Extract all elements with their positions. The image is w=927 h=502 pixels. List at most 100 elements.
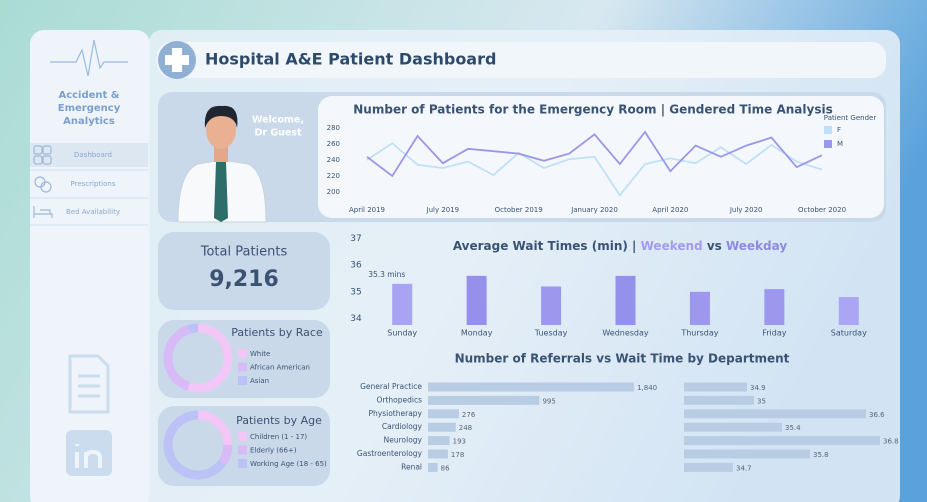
bar: [428, 409, 459, 419]
line-series: [366, 142, 823, 197]
category-label: Renal: [401, 462, 422, 471]
bar: [428, 395, 540, 405]
bar: [428, 382, 635, 392]
face: [206, 111, 236, 149]
value-label: 193: [453, 438, 466, 446]
chart-title: Number of Referrals vs Wait Time by Depa…: [455, 352, 790, 366]
logo-cross: [165, 48, 189, 72]
value-label: 36.6: [869, 411, 885, 419]
x-tick-label: Wednesday: [602, 329, 649, 338]
bar: [428, 422, 456, 432]
tie: [214, 162, 228, 222]
ecg-icon: [50, 39, 128, 77]
icon: [33, 145, 43, 155]
value-label: 995: [542, 397, 555, 405]
neck: [214, 146, 228, 162]
y-tick-label: 34: [350, 314, 362, 324]
menu-item[interactable]: Bed Availability: [66, 208, 120, 216]
icon: [33, 155, 43, 165]
x-tick-label: April 2020: [652, 206, 688, 214]
bar: [615, 275, 636, 325]
donut-segment: [218, 444, 233, 466]
bar: [764, 289, 785, 325]
value-label: 34.9: [750, 384, 766, 392]
legend-swatch: [238, 362, 247, 372]
hair: [204, 105, 238, 128]
icon: [40, 181, 52, 193]
legend-label: M: [837, 140, 843, 148]
y-tick-label: 35: [350, 287, 361, 297]
bar: [689, 291, 710, 325]
donut-segment: [187, 323, 199, 334]
y-tick-label: 260: [327, 140, 340, 148]
x-tick-label: July 2019: [426, 206, 460, 214]
value-label: 178: [451, 451, 464, 459]
value-label: 35.4: [785, 424, 801, 432]
welcome-text: Dr Guest: [254, 128, 302, 139]
x-tick-label: Friday: [762, 329, 787, 338]
legend-label: Elderly (66+): [250, 447, 297, 455]
bar: [684, 462, 733, 472]
value-label: 86: [441, 464, 450, 472]
title-part: Weekend: [641, 239, 703, 253]
bar: [466, 275, 487, 325]
bar: [428, 436, 450, 446]
x-tick-label: July 2020: [729, 206, 763, 214]
race-card: [158, 320, 330, 398]
legend-swatch: [238, 432, 247, 441]
y-tick-label: 240: [327, 156, 340, 164]
value-label: 276: [462, 411, 476, 419]
document-icon: [68, 354, 110, 414]
total-value: 9,216: [209, 267, 279, 292]
y-tick-label: 37: [350, 234, 361, 244]
bar: [684, 395, 754, 405]
legend-label: Children (1 - 17): [250, 433, 307, 441]
menu-item[interactable]: Dashboard: [74, 151, 112, 159]
x-tick-label: Saturday: [831, 329, 867, 338]
doctor: [177, 105, 267, 223]
legend-label: African American: [250, 364, 310, 372]
legend-label: Working Age (18 - 65): [250, 460, 327, 468]
category-label: Physiotherapy: [369, 409, 423, 418]
icon: [42, 155, 52, 165]
total-label: Total Patients: [200, 245, 288, 260]
header-bar: [157, 42, 886, 78]
x-tick-label: January 2020: [570, 206, 618, 214]
legend-label: F: [837, 126, 841, 134]
legend-swatch: [238, 349, 247, 358]
chart-title: Number of Patients for the Emergency Roo…: [353, 103, 832, 117]
document-icon: [78, 374, 100, 398]
bar: [684, 449, 810, 459]
legend-swatch: [824, 140, 832, 148]
x-tick-label: Tuesday: [534, 329, 568, 338]
value-label: 35.8: [813, 451, 829, 459]
category-label: Orthopedics: [376, 395, 422, 404]
line-series: [366, 130, 823, 178]
menu-active: [30, 143, 148, 167]
x-tick-label: Sunday: [387, 329, 417, 338]
legend-label: White: [250, 350, 270, 358]
legend-title: Patient Gender: [824, 114, 877, 122]
title-part: Average Wait Times (min) |: [453, 239, 641, 253]
category-label: Neurology: [384, 436, 423, 445]
linkedin-icon[interactable]: [66, 430, 112, 476]
menu-item[interactable]: Prescriptions: [71, 180, 116, 188]
chart-title: Patients by Age: [236, 414, 322, 427]
icon: [33, 206, 53, 218]
value-label: 35.3 mins: [368, 270, 405, 279]
donut-segment: [197, 410, 233, 446]
line-chart-card: [318, 96, 884, 218]
bar: [392, 283, 413, 325]
bar: [428, 449, 448, 459]
value-label: 1,840: [637, 384, 657, 392]
x-tick-label: Monday: [461, 329, 493, 338]
title-part: vs: [703, 239, 726, 253]
y-tick-label: 280: [327, 124, 340, 132]
legend-swatch: [238, 445, 247, 455]
sidebar-title: Emergency: [58, 103, 121, 114]
bar: [684, 382, 747, 392]
linkedin-icon: [75, 444, 102, 468]
sidebar-title: Analytics: [63, 116, 115, 127]
y-tick-label: 220: [327, 172, 340, 180]
